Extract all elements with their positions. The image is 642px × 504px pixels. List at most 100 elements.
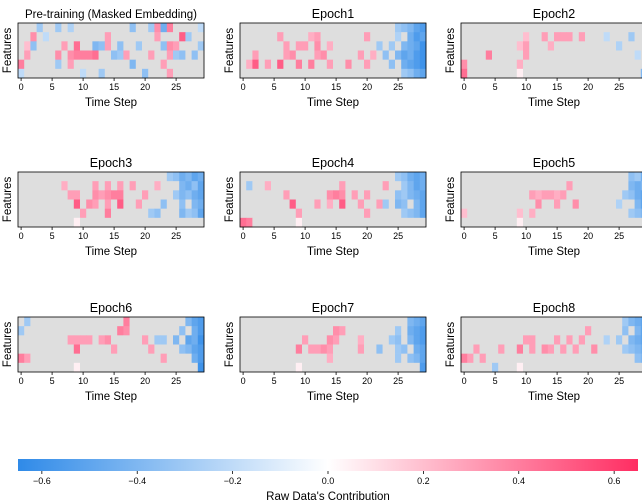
heatmap-cell xyxy=(597,353,604,364)
heatmap-cell xyxy=(320,50,328,60)
heatmap-cell xyxy=(479,172,487,182)
heatmap-cell xyxy=(49,41,56,51)
heatmap-cell xyxy=(92,362,99,373)
heatmap-cell xyxy=(302,23,309,33)
heatmap-cell xyxy=(523,199,530,209)
heatmap-cell xyxy=(271,199,278,209)
heatmap-cell xyxy=(345,335,352,345)
heatmap-cell xyxy=(541,68,549,79)
heatmap-cell xyxy=(308,181,315,191)
heatmap-cell xyxy=(197,217,205,228)
heatmap-cell xyxy=(154,344,161,354)
heatmap-cell xyxy=(395,362,402,373)
heatmap-cell xyxy=(24,208,31,219)
heatmap-cell xyxy=(179,172,186,182)
heatmap-cell xyxy=(364,326,371,336)
x-tick-label: 0 xyxy=(462,231,467,241)
heatmap-cell xyxy=(117,199,124,209)
heatmap-cell xyxy=(516,23,524,33)
heatmap-cell xyxy=(295,190,303,200)
heatmap-cell xyxy=(308,317,315,327)
heatmap-cell xyxy=(467,41,474,51)
heatmap-cell xyxy=(36,172,44,182)
colorbar-tick-label: −0.2 xyxy=(224,476,242,486)
heatmap-cell xyxy=(36,199,44,209)
heatmap-cell xyxy=(603,23,611,33)
heatmap-cell xyxy=(98,317,106,327)
heatmap-cell xyxy=(154,50,161,60)
heatmap-cell xyxy=(547,326,555,336)
heatmap-cell xyxy=(18,217,25,228)
heatmap-cell xyxy=(240,59,247,70)
heatmap-cell xyxy=(302,344,309,354)
heatmap-cell xyxy=(541,199,549,209)
heatmap-cell xyxy=(473,353,480,364)
heatmap-cell xyxy=(117,353,124,364)
heatmap-cell xyxy=(49,335,56,345)
heatmap-cell xyxy=(364,208,371,219)
heatmap-cell xyxy=(30,41,37,51)
heatmap-cell xyxy=(479,362,487,373)
heatmap-cell xyxy=(173,59,180,70)
heatmap-cell xyxy=(111,68,118,79)
heatmap-cell xyxy=(111,41,118,51)
heatmap-cell xyxy=(24,68,31,79)
x-tick-label: 20 xyxy=(140,231,150,241)
heatmap-cell xyxy=(246,181,253,191)
heatmap-cell xyxy=(191,353,199,364)
heatmap-cell xyxy=(351,190,359,200)
heatmap-cell xyxy=(148,181,155,191)
heatmap-cell xyxy=(407,335,414,345)
y-axis-label: Features xyxy=(224,177,236,223)
panel-title: Epoch7 xyxy=(312,301,354,315)
heatmap-cell xyxy=(419,362,427,373)
heatmap-cell xyxy=(277,41,284,51)
heatmap-cell xyxy=(154,208,161,219)
heatmap-cell xyxy=(591,199,598,209)
heatmap-cell xyxy=(603,317,611,327)
heatmap-cell xyxy=(345,208,352,219)
heatmap-cell xyxy=(123,317,130,327)
heatmap-cell xyxy=(485,353,493,364)
heatmap-cell xyxy=(473,32,480,42)
heatmap-cell xyxy=(129,335,137,345)
heatmap-cell xyxy=(485,32,493,42)
heatmap-cell xyxy=(461,344,468,354)
heatmap-cell xyxy=(314,50,321,60)
heatmap-cell xyxy=(179,217,186,228)
heatmap-cell xyxy=(154,326,161,336)
heatmap-cell xyxy=(628,335,635,345)
heatmap-cell xyxy=(364,68,371,79)
heatmap-cell xyxy=(179,344,186,354)
heatmap-cell xyxy=(73,23,81,33)
heatmap-cell xyxy=(36,326,44,336)
heatmap-cell xyxy=(554,335,561,345)
heatmap-cell xyxy=(591,59,598,70)
heatmap-cell xyxy=(277,181,284,191)
x-tick-label: 5 xyxy=(50,376,55,386)
heatmap-cell xyxy=(333,59,340,70)
heatmap-cell xyxy=(271,32,278,42)
heatmap-cell xyxy=(86,41,93,51)
heatmap-cell xyxy=(461,362,468,373)
heatmap-cell xyxy=(395,199,402,209)
heatmap-cell xyxy=(572,344,580,354)
heatmap-cell xyxy=(345,362,352,373)
heatmap-cell xyxy=(42,172,50,182)
heatmap-cell xyxy=(295,344,303,354)
heatmap-cell xyxy=(55,190,62,200)
heatmap-cell xyxy=(485,326,493,336)
x-tick-label: 5 xyxy=(272,82,277,92)
heatmap-cell xyxy=(578,190,586,200)
heatmap-cell xyxy=(271,172,278,182)
heatmap-cell xyxy=(333,23,340,33)
heatmap-cell xyxy=(166,344,174,354)
heatmap-cell xyxy=(401,50,408,60)
heatmap-cell xyxy=(566,208,573,219)
heatmap-cell xyxy=(258,353,266,364)
heatmap-cell xyxy=(388,50,396,60)
heatmap-cell xyxy=(345,317,352,327)
heatmap-cell xyxy=(173,190,180,200)
